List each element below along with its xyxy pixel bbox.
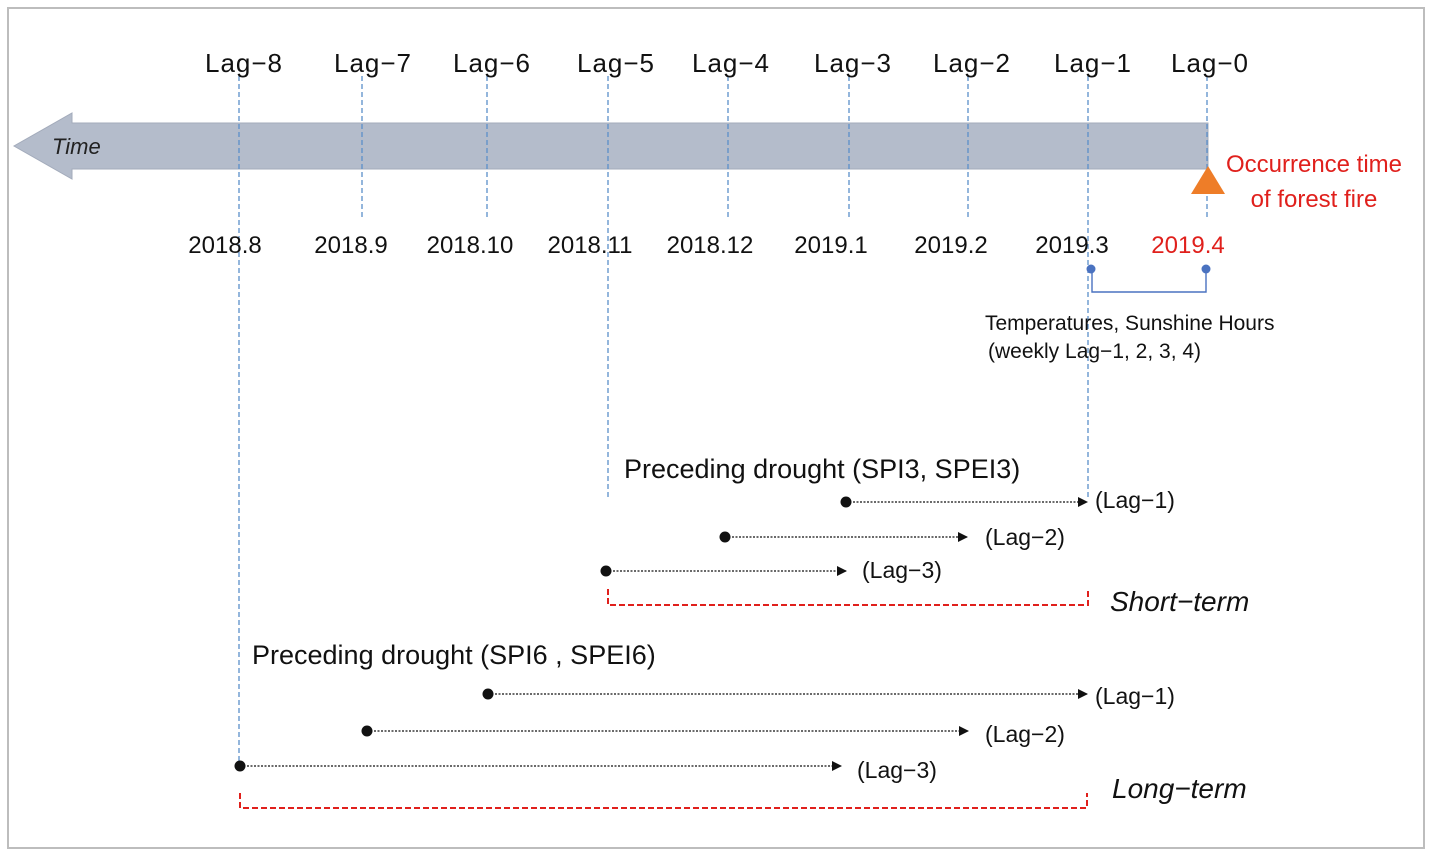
short-lag3-label: (Lag−3) [862, 557, 942, 583]
lag-label: Lag−3 [814, 48, 892, 78]
time-arrow [12, 112, 1209, 180]
weekly-start-point [1086, 264, 1096, 274]
lag-label: Lag−6 [453, 48, 531, 78]
date-label: 2019.1 [794, 232, 867, 259]
short-term-label: Short−term [1110, 586, 1249, 617]
date-label-fire-month: 2019.4 [1151, 232, 1224, 259]
date-label: 2019.3 [1035, 232, 1108, 259]
date-label: 2018.11 [548, 232, 633, 259]
lag-label: Lag−0 [1171, 48, 1249, 78]
lag-label: Lag−5 [577, 48, 655, 78]
lag-labels: Lag−8 Lag−7 Lag−6 Lag−5 Lag−4 Lag−3 Lag−… [205, 48, 1249, 78]
fire-occurrence-triangle-icon [1191, 166, 1225, 194]
short-term-title: Preceding drought (SPI3, SPEI3) [624, 454, 1020, 484]
short-lag2-start-point [719, 531, 731, 543]
short-lag3-start-point [600, 565, 612, 577]
long-lag2-label: (Lag−2) [985, 721, 1065, 747]
lag-label: Lag−8 [205, 48, 283, 78]
long-lag3-label: (Lag−3) [857, 757, 937, 783]
occurrence-label-line2: of forest fire [1251, 186, 1378, 213]
date-label: 2018.9 [314, 232, 387, 259]
short-lag2-label: (Lag−2) [985, 524, 1065, 550]
lag-label: Lag−4 [692, 48, 770, 78]
long-term-arrows [234, 688, 1088, 772]
date-label: 2018.10 [427, 232, 514, 259]
date-label: 2018.12 [667, 232, 754, 259]
date-labels: 2018.8 2018.9 2018.10 2018.11 2018.12 20… [188, 232, 1224, 259]
occurrence-label-line1: Occurrence time [1226, 151, 1402, 178]
long-lag1-start-point [482, 688, 494, 700]
weekly-bracket [1086, 264, 1211, 293]
long-lag3-start-point [234, 760, 246, 772]
time-label: Time [52, 134, 101, 159]
short-term-arrows [600, 496, 1088, 577]
lag-label: Lag−2 [933, 48, 1011, 78]
lag-label: Lag−7 [334, 48, 412, 78]
date-label: 2019.2 [914, 232, 987, 259]
weekly-note-line2: (weekly Lag−1, 2, 3, 4) [988, 340, 1201, 363]
short-term-bracket [607, 589, 1089, 606]
date-label: 2018.8 [188, 232, 261, 259]
weekly-end-point [1201, 264, 1211, 274]
weekly-note-line1: Temperatures, Sunshine Hours [985, 312, 1274, 335]
long-term-title: Preceding drought (SPI6 , SPEI6) [252, 640, 656, 670]
short-lag1-start-point [840, 496, 852, 508]
long-lag2-start-point [361, 725, 373, 737]
long-guide-lines [238, 76, 1089, 765]
lag-label: Lag−1 [1054, 48, 1132, 78]
short-lag1-label: (Lag−1) [1095, 487, 1175, 513]
long-lag1-label: (Lag−1) [1095, 683, 1175, 709]
long-term-label: Long−term [1112, 773, 1247, 804]
long-term-bracket [239, 793, 1088, 809]
